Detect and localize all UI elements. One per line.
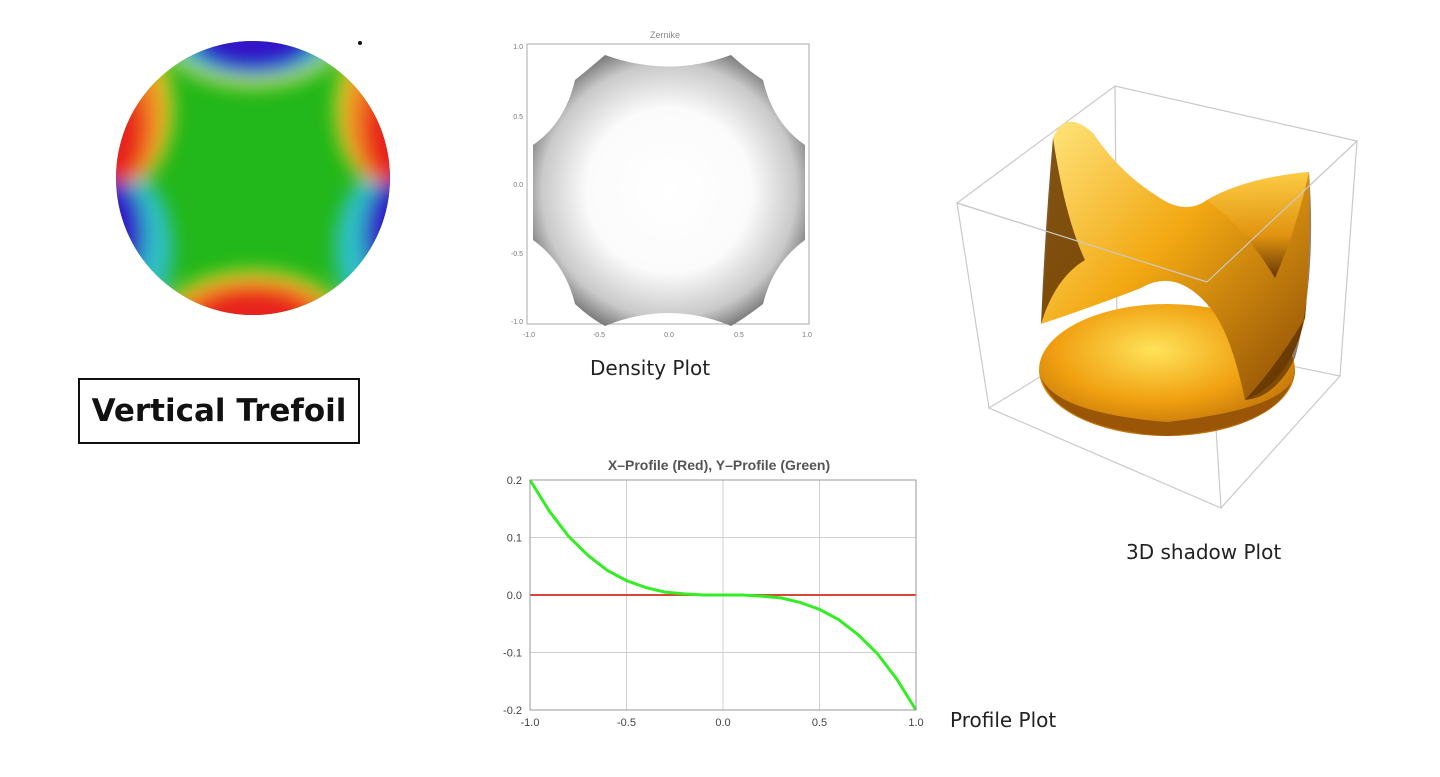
density-ytick: 0.0 xyxy=(513,182,523,189)
density-ytick: -1.0 xyxy=(511,319,523,326)
density-ytick: 0.5 xyxy=(513,114,523,121)
series-line-y-profile xyxy=(528,479,918,711)
y-tick-label: 0.1 xyxy=(507,533,522,545)
density-xtick: 0.0 xyxy=(664,332,674,339)
y-tick-label: -0.1 xyxy=(503,648,522,660)
shadow-plot xyxy=(955,85,1359,509)
x-tick-label: -1.0 xyxy=(521,717,540,729)
x-tick-label: -0.5 xyxy=(617,717,636,729)
density-xtick: 0.5 xyxy=(734,332,744,339)
x-tick-label: 1.0 xyxy=(908,717,923,729)
density-xtick: 1.0 xyxy=(802,332,812,339)
plot-frame xyxy=(529,479,917,711)
green-center xyxy=(181,110,325,248)
profile-caption: Profile Plot xyxy=(950,708,1057,732)
density-xtick: -1.0 xyxy=(523,332,535,339)
trefoil-label-text: Vertical Trefoil xyxy=(91,393,347,429)
chart-series xyxy=(528,479,918,711)
blue-lobe-top xyxy=(191,41,315,72)
density-field xyxy=(533,55,805,326)
y-tick-label: 0.0 xyxy=(507,590,522,602)
x-tick-label: 0.0 xyxy=(715,717,730,729)
x-tick-label: 0.5 xyxy=(812,717,827,729)
shadow-caption: 3D shadow Plot xyxy=(1126,540,1282,564)
trefoil-colormap xyxy=(116,41,390,315)
red-lobe-bottom xyxy=(191,288,315,315)
trefoil-label-box: Vertical Trefoil xyxy=(78,378,360,444)
profile-chart: X–Profile (Red), Y–Profile (Green) -1.0-… xyxy=(503,457,924,729)
chart-title: X–Profile (Red), Y–Profile (Green) xyxy=(608,457,830,473)
density-xtick: -0.5 xyxy=(593,332,605,339)
density-caption: Density Plot xyxy=(590,356,711,380)
y-tick-label: -0.2 xyxy=(503,705,522,717)
chart-tick-labels: -1.0 -0.5 0.0 0.5 1.0 0.2 0.1 0.0 -0.1 -0.2 xyxy=(503,475,924,729)
density-plot: Zernike 1.0 0.5 0.0 -0.5 -1.0 -1.0 -0.5 … xyxy=(511,30,812,339)
density-title: Zernike xyxy=(650,30,680,40)
density-ytick: -0.5 xyxy=(511,251,523,258)
marker-dot xyxy=(358,41,362,45)
density-ytick: 1.0 xyxy=(513,44,523,51)
y-tick-label: 0.2 xyxy=(507,475,522,487)
